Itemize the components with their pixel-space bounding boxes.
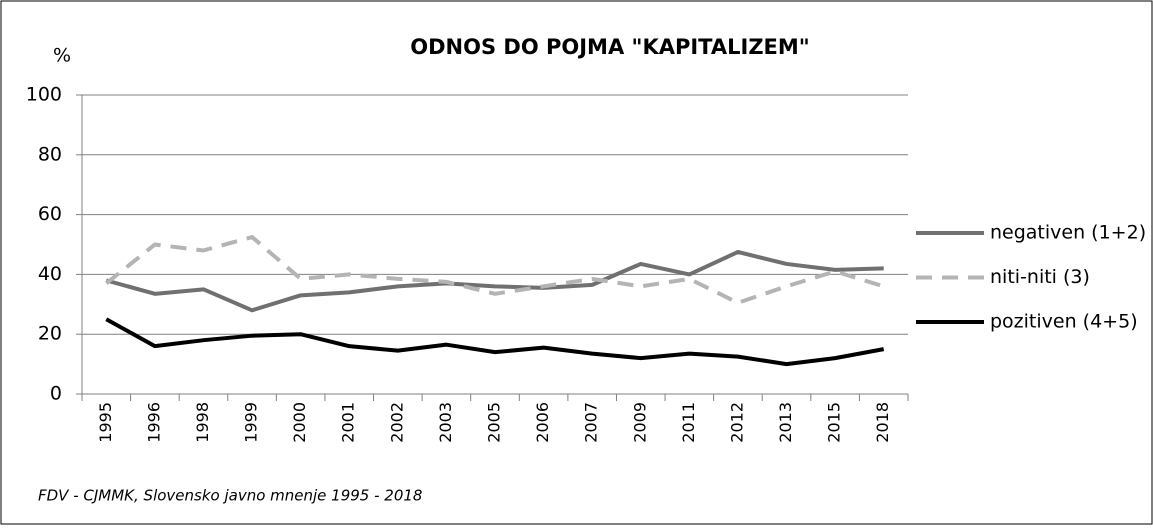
y-tick-label: 80 (38, 143, 62, 165)
legend-label: pozitiven (4+5) (990, 311, 1138, 333)
x-tick-label: 1996 (144, 402, 163, 443)
series-line (105, 249, 884, 313)
y-tick-label: 60 (38, 203, 62, 225)
x-tick-label: 2015 (825, 402, 844, 443)
x-tick-label: 2001 (339, 402, 358, 443)
x-tick-label: 2003 (436, 402, 455, 443)
x-tick-label: 2006 (533, 402, 552, 443)
x-tick-label: 2018 (873, 402, 892, 443)
x-tick-label: 2002 (387, 402, 406, 443)
series-line (105, 317, 885, 367)
x-tick-label: 2009 (630, 402, 649, 443)
y-axis-label: % (53, 45, 71, 67)
series-line (105, 235, 885, 305)
x-tick-label: 1999 (242, 402, 261, 443)
x-tick-label: 1995 (96, 402, 115, 443)
x-tick-label: 2011 (679, 402, 698, 443)
x-tick-label: 2000 (290, 402, 309, 443)
legend-label: niti-niti (3) (990, 266, 1090, 288)
x-tick-label: 2012 (727, 402, 746, 443)
y-tick-label: 40 (38, 263, 62, 285)
y-tick-label: 0 (50, 383, 62, 405)
y-tick-label: 100 (26, 84, 62, 106)
x-tick-label: 2007 (582, 402, 601, 443)
x-tick-label: 1998 (193, 402, 212, 443)
x-tick-label: 2013 (776, 402, 795, 443)
legend-label: negativen (1+2) (990, 222, 1146, 244)
source-note: FDV - CJMMK, Slovensko javno mnenje 1995… (38, 487, 422, 505)
chart-title: ODNOS DO POJMA "KAPITALIZEM" (410, 35, 809, 59)
x-tick-label: 2005 (485, 402, 504, 443)
y-tick-label: 20 (38, 323, 62, 345)
